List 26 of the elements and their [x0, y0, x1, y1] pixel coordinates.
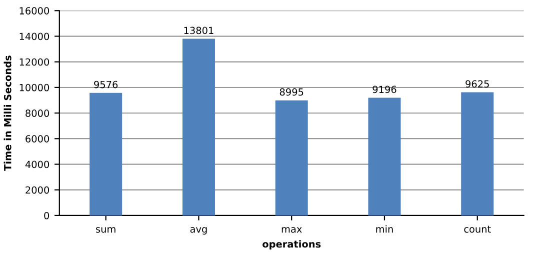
y-tick-label: 12000: [20, 58, 50, 66]
bar: [275, 100, 308, 216]
y-axis-title: Time in Milli Seconds: [4, 56, 12, 171]
bar: [461, 92, 494, 216]
y-tick-label: 2000: [26, 186, 50, 194]
x-tick-label: sum: [96, 227, 116, 233]
x-tick-label: min: [376, 225, 393, 233]
data-label: 9576: [94, 80, 118, 88]
y-tick-label: 16000: [20, 7, 50, 14]
y-tick-label: 6000: [26, 135, 50, 142]
data-label: 9196: [372, 86, 396, 94]
data-label: 9625: [466, 80, 489, 88]
x-tick-label: count: [464, 226, 491, 233]
bar: [368, 98, 401, 216]
bar: [90, 92, 122, 216]
bar: [182, 38, 215, 216]
y-tick-label: 10000: [20, 84, 50, 92]
data-label: 8995: [280, 88, 304, 96]
y-tick-label: 14000: [20, 32, 50, 40]
y-tick-label: 8000: [26, 110, 50, 117]
x-tick-label: avg: [190, 227, 207, 235]
y-tick-label: 0: [44, 212, 50, 220]
x-tick-label: max: [282, 227, 302, 233]
x-axis-title: operations: [262, 240, 321, 250]
data-label: 13801: [184, 26, 214, 34]
y-tick-label: 4000: [25, 160, 50, 168]
